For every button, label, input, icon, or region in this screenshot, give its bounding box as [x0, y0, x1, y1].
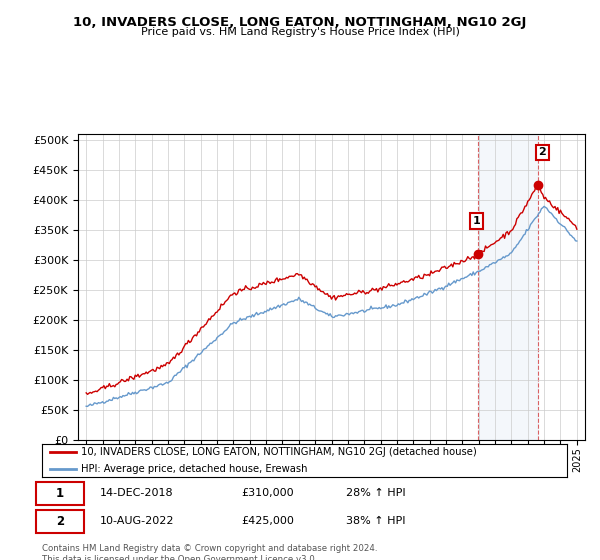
Text: 2: 2: [56, 515, 64, 528]
Text: 10, INVADERS CLOSE, LONG EATON, NOTTINGHAM, NG10 2GJ (detached house): 10, INVADERS CLOSE, LONG EATON, NOTTINGH…: [82, 447, 477, 457]
Text: 14-DEC-2018: 14-DEC-2018: [100, 488, 173, 498]
FancyBboxPatch shape: [36, 482, 84, 505]
Bar: [478, 134, 538, 440]
Text: 38% ↑ HPI: 38% ↑ HPI: [347, 516, 406, 526]
Text: HPI: Average price, detached house, Erewash: HPI: Average price, detached house, Erew…: [82, 464, 308, 474]
Text: 1: 1: [472, 216, 480, 226]
Text: £310,000: £310,000: [241, 488, 294, 498]
Text: Price paid vs. HM Land Registry's House Price Index (HPI): Price paid vs. HM Land Registry's House …: [140, 27, 460, 37]
Text: 28% ↑ HPI: 28% ↑ HPI: [347, 488, 406, 498]
Text: £425,000: £425,000: [241, 516, 295, 526]
Text: 10-AUG-2022: 10-AUG-2022: [100, 516, 174, 526]
FancyBboxPatch shape: [36, 510, 84, 533]
Text: 1: 1: [56, 487, 64, 500]
Text: 10, INVADERS CLOSE, LONG EATON, NOTTINGHAM, NG10 2GJ: 10, INVADERS CLOSE, LONG EATON, NOTTINGH…: [73, 16, 527, 29]
Text: 2: 2: [539, 147, 547, 157]
Text: Contains HM Land Registry data © Crown copyright and database right 2024.
This d: Contains HM Land Registry data © Crown c…: [42, 544, 377, 560]
